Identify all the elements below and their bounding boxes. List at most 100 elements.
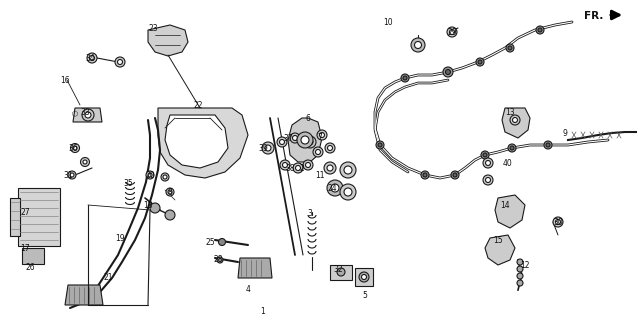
Circle shape [362, 275, 366, 279]
Circle shape [280, 140, 285, 145]
Polygon shape [73, 108, 102, 122]
Text: 14: 14 [500, 201, 510, 210]
Circle shape [344, 188, 352, 196]
Circle shape [306, 163, 310, 167]
Bar [355, 268, 373, 286]
Bar [10, 198, 20, 236]
Text: 1: 1 [261, 308, 266, 316]
Circle shape [337, 268, 345, 276]
Text: 10: 10 [383, 18, 393, 27]
Circle shape [68, 171, 76, 179]
Circle shape [146, 171, 154, 179]
Text: 34: 34 [85, 53, 95, 62]
Circle shape [293, 163, 303, 173]
Circle shape [265, 145, 271, 151]
Circle shape [70, 173, 74, 177]
Text: 4: 4 [245, 285, 250, 294]
Polygon shape [165, 115, 228, 168]
Text: 22: 22 [193, 100, 203, 109]
Circle shape [82, 109, 94, 121]
Circle shape [150, 203, 160, 213]
Text: 11: 11 [315, 171, 325, 180]
Circle shape [297, 132, 313, 148]
Text: 7: 7 [318, 132, 322, 141]
Circle shape [161, 173, 169, 181]
Circle shape [553, 217, 563, 227]
Text: 28: 28 [213, 255, 223, 265]
Text: 16: 16 [60, 76, 70, 84]
Polygon shape [495, 195, 525, 228]
Circle shape [546, 143, 550, 147]
Circle shape [325, 143, 335, 153]
Circle shape [340, 162, 356, 178]
Polygon shape [238, 258, 272, 278]
Polygon shape [288, 118, 322, 162]
Circle shape [73, 146, 77, 150]
Circle shape [292, 135, 297, 140]
Circle shape [508, 144, 516, 152]
Text: 24: 24 [327, 183, 337, 193]
Circle shape [378, 143, 382, 147]
Circle shape [331, 184, 339, 192]
Circle shape [517, 280, 523, 286]
Circle shape [517, 273, 523, 279]
Circle shape [327, 146, 333, 150]
Circle shape [483, 158, 493, 168]
Text: 8: 8 [168, 188, 173, 196]
Text: 27: 27 [20, 207, 30, 217]
Text: 25: 25 [205, 237, 215, 246]
Circle shape [317, 130, 327, 140]
Circle shape [320, 132, 324, 138]
Text: 3: 3 [308, 209, 312, 218]
Circle shape [327, 180, 343, 196]
Polygon shape [65, 285, 103, 305]
Circle shape [313, 147, 323, 157]
Circle shape [544, 141, 552, 149]
Circle shape [71, 143, 80, 153]
Circle shape [277, 137, 287, 147]
Circle shape [282, 163, 287, 167]
Circle shape [403, 76, 407, 80]
Circle shape [166, 188, 174, 196]
Text: 15: 15 [493, 236, 503, 244]
Circle shape [510, 146, 514, 150]
Circle shape [517, 266, 523, 272]
Polygon shape [485, 235, 515, 265]
Bar [330, 265, 352, 280]
Circle shape [304, 136, 316, 148]
Circle shape [85, 112, 91, 118]
Text: 21: 21 [103, 274, 113, 283]
Text: 32: 32 [333, 266, 343, 275]
Text: 18: 18 [143, 201, 153, 210]
Circle shape [115, 57, 125, 67]
Circle shape [555, 220, 561, 225]
Circle shape [344, 166, 352, 174]
Circle shape [485, 178, 490, 182]
Circle shape [83, 160, 87, 164]
Circle shape [445, 69, 450, 75]
Polygon shape [148, 25, 188, 56]
Circle shape [163, 175, 167, 179]
Circle shape [451, 171, 459, 179]
Circle shape [443, 67, 453, 77]
Text: 39: 39 [258, 143, 268, 153]
Text: 30: 30 [553, 218, 563, 227]
Circle shape [87, 53, 97, 63]
Circle shape [450, 29, 455, 35]
Text: 5: 5 [362, 291, 368, 300]
Circle shape [481, 151, 489, 159]
Bar [18, 188, 60, 246]
Circle shape [359, 272, 369, 282]
Text: 17: 17 [20, 244, 30, 252]
Circle shape [324, 162, 336, 174]
Circle shape [485, 161, 490, 165]
Circle shape [421, 171, 429, 179]
Circle shape [453, 173, 457, 177]
Circle shape [376, 141, 384, 149]
Circle shape [478, 60, 482, 64]
Circle shape [218, 238, 225, 245]
Circle shape [327, 165, 333, 171]
Text: 35: 35 [123, 179, 133, 188]
Text: 37: 37 [283, 133, 293, 142]
Circle shape [513, 117, 517, 123]
